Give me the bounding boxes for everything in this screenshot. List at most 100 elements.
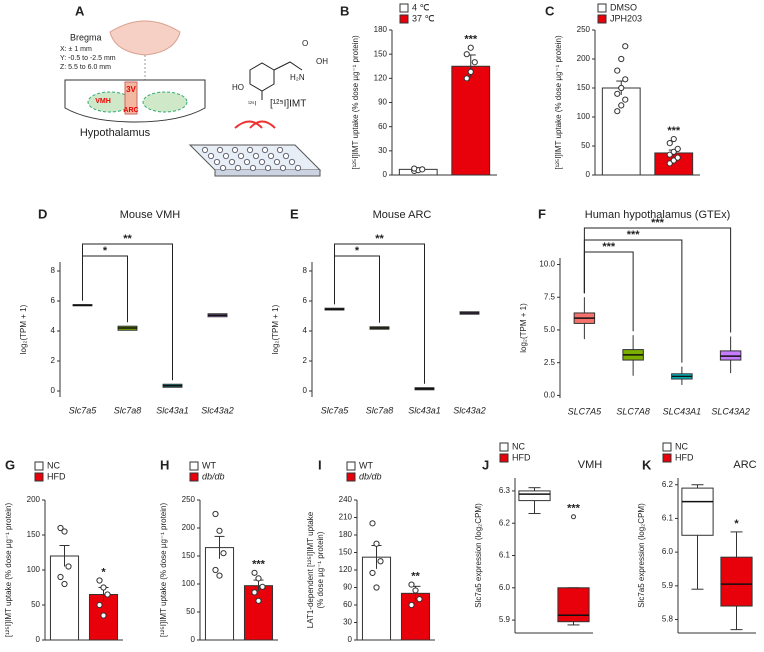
data-point [212,566,219,574]
panel-letter: C [545,3,555,18]
panel: H [¹²⁵I]IMT uptake (% dose µg⁻¹ protein) 0… [159,457,278,644]
data-point [666,160,673,167]
well [282,152,290,160]
bar [601,87,641,176]
y-tick-label: 6 [51,296,56,305]
y-tick-label: 200 [27,495,41,504]
y-tick-label: 8 [303,266,308,275]
x-tick-label: Slc43a2 [201,405,234,415]
well [246,146,254,154]
legend-swatch [662,442,672,452]
y-tick-label: 6.0 [662,547,674,556]
y-tick-label: 6.2 [499,518,511,527]
x-tick-label: Slc7a5 [69,405,98,415]
panel: G [¹²⁵I]IMT uptake (% dose µg⁻¹ protein) 0… [4,457,123,644]
data-point [373,540,380,547]
y-tick-label: 150 [577,83,591,92]
y-tick-label: 2 [51,356,56,365]
well [243,158,251,166]
y-tick-label: 0 [191,635,196,644]
panel-letter: I [318,457,322,472]
y-tick-label: 0 [36,635,41,644]
well [207,152,215,160]
y-tick-label: 150 [339,548,353,557]
y-axis-label: (% dose µg⁻¹ protein) [316,531,325,608]
legend-label: NC [47,460,60,470]
bar [243,585,274,641]
x-tick-label: SLC43A1 [663,406,702,416]
significance-bracket [334,243,425,384]
y-axis-label: [¹²⁵I]IMT uptake (% dose µg⁻¹ protein) [4,503,13,638]
caption: Hypothalamus [80,127,151,139]
y-tick-label: 50 [31,600,40,609]
data-point [212,510,219,518]
data-point [419,166,426,173]
panel: J VMH Slc7a5 expression (log₂CPM) 5.9 6.0 6.1… [474,441,603,634]
legend-label: NC [512,441,525,451]
data-point [377,558,384,565]
well [252,152,260,160]
panel: C [¹²⁵I]IMT uptake (% dose µg⁻¹ protein) 0… [545,2,700,179]
x-tick-label: SLC43A2 [711,406,750,416]
data-point [463,75,470,82]
panel-letter: A [75,3,85,18]
panel: B [¹²⁵I]IMT uptake (% dose µg⁻¹ protein) 0… [340,2,497,179]
legend-swatch [499,442,509,452]
well [231,146,239,154]
region-label: VMH [95,98,111,105]
x-tick-label: Slc7a8 [366,405,394,415]
legend-label: db/db [202,471,225,481]
data-point [411,165,418,172]
y-tick-label: 6 [303,296,308,305]
y-tick-label: 120 [339,565,353,574]
data-point [408,601,415,609]
y-tick-label: 5.0 [544,325,556,334]
x-tick-label: Slc43a1 [156,405,189,415]
significance: *** [651,217,665,229]
data-point [251,589,258,596]
data-point [216,527,223,534]
region-label: 3V [126,85,136,94]
data-point [622,76,629,83]
well [267,152,275,160]
legend-label: HFD [675,452,694,462]
legend-swatch [34,472,44,482]
legend-swatch [346,461,356,471]
well [213,158,221,166]
coord: X: ± 1 mm [60,46,92,53]
legend-label: HFD [47,471,66,481]
well [273,158,281,166]
chart-title: ARC [733,459,756,471]
legend-label: NC [675,441,688,451]
legend-swatch [597,3,607,13]
y-tick-label: 100 [27,565,41,574]
bar [204,547,235,641]
well [222,152,230,160]
data-point [618,102,625,109]
well [276,146,284,154]
y-tick-label: 0.0 [544,390,556,399]
panel-letter: B [340,3,349,18]
data-point [674,154,681,161]
x-tick-label: SLC7A8 [616,406,650,416]
x-tick-label: Slc43a2 [453,405,486,415]
y-tick-label: 90 [343,583,352,592]
bregma: Bregma [70,32,102,42]
y-tick-label: 5.8 [662,615,674,624]
box [720,556,753,607]
y-tick-label: 150 [182,551,196,560]
significance-bracket [334,255,380,323]
panel-letter: F [538,206,546,221]
well [237,152,245,160]
data-point [57,573,64,581]
outlier [571,514,576,520]
chart-title: VMH [578,459,603,471]
chart-title: Human hypothalamus (GTEx) [585,209,731,221]
bar [400,592,431,641]
y-tick-label: 50 [581,141,590,150]
significance: ** [123,233,132,245]
data-point [57,524,64,532]
data-point [471,59,478,66]
legend-label: JPH203 [610,13,642,23]
